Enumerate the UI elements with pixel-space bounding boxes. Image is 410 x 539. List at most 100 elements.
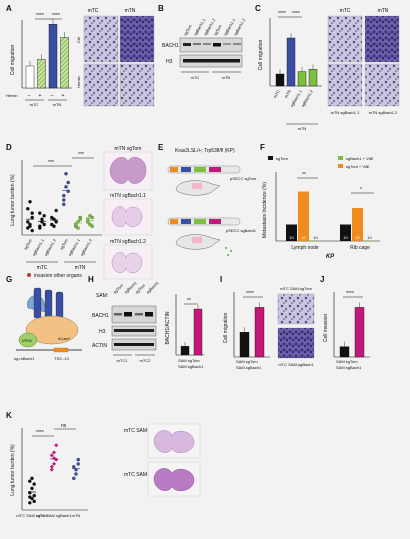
histology-k-sgtom <box>153 430 195 454</box>
k-point-0-6 <box>28 479 32 483</box>
panel-g-vp64: VP64 <box>22 338 33 343</box>
d-point-0-4 <box>28 200 32 204</box>
panel-g-sgrna: sg-mBach1 <box>14 356 35 361</box>
panel-a-img-col-mtn: mTN <box>125 8 136 14</box>
lung-icon-1 <box>192 183 202 189</box>
k-point-0-2 <box>32 493 36 498</box>
d-point-2-4 <box>52 224 56 228</box>
panel-b: sgTom sgBach1.1 sgBach1.2 sgTom sgBach1.… <box>162 17 247 80</box>
panel-f-bars: 10 10 10 10 10 10 <box>286 191 375 242</box>
c-bar-1 <box>275 73 285 87</box>
panel-j: Cell invasion **** SAM sgTom SAM sgBach1 <box>323 291 370 370</box>
f-bar-label-1-0: 10 <box>343 235 348 240</box>
panel-i-sig: **** <box>246 291 254 297</box>
panel-a-sig-2: **** <box>52 13 60 19</box>
panel-c-bars <box>275 33 318 87</box>
vp64-domain <box>18 332 38 348</box>
k-point-2-0 <box>72 476 76 481</box>
panel-d-sig-2: *** <box>78 152 84 158</box>
panel-d-group-mtn: mTN <box>75 265 86 271</box>
d-point-0-6 <box>26 220 30 224</box>
d-point-3-4 <box>64 172 68 176</box>
f-bar-label-0-2: 10 <box>313 235 318 240</box>
d-point-0-8 <box>30 228 34 233</box>
panel-k-ylabel: Lung tumor burden (%) <box>10 444 16 496</box>
k-point-0-4 <box>30 486 34 491</box>
panel-a-bars <box>25 18 69 89</box>
h-bar-2 <box>193 308 203 356</box>
k-point-0-9 <box>28 495 32 499</box>
f-bar-1-0 <box>340 224 351 241</box>
micrograph-mtn-hemin <box>119 63 155 107</box>
panel-c-ylabel: Cell migration <box>258 40 264 71</box>
panel-letter-i: I <box>220 275 222 284</box>
micrograph-c-mtn <box>364 15 400 63</box>
panel-i-xlabel-1: SAM sgTom <box>236 359 258 364</box>
k-point-2-5 <box>76 462 80 466</box>
i-bar-2 <box>254 307 265 358</box>
panel-k-histo-label-2: mTC SAM-sgBach1 <box>124 472 168 478</box>
panel-b-lane-1: sgTom <box>183 23 194 36</box>
panel-a-img-row-ctrl: Ctrl <box>76 37 81 43</box>
f-bar-0-1 <box>298 191 309 241</box>
c-bar-2 <box>286 37 296 87</box>
lung-icon-2 <box>192 237 202 243</box>
panel-a: Cell migration **** **** Hemin – + – + m… <box>6 8 155 107</box>
panel-h-blot-h3: H3 <box>99 329 106 335</box>
panel-c-group: mTN <box>298 126 307 131</box>
a-bar-1 <box>25 65 35 89</box>
panel-a-img-col-mtc: mTC <box>88 8 99 14</box>
panel-e-vec2: pSECC sgBach1 <box>226 228 257 233</box>
panel-k-xlabel-2: mTC SAM sgBach1 <box>36 513 72 518</box>
panel-h-sig: ** <box>187 298 191 304</box>
panel-k-sig-1: **** <box>36 430 44 436</box>
d-point-3-3 <box>62 193 66 198</box>
panel-d-sig-1: *** <box>48 160 54 166</box>
k-point-0-5 <box>32 482 36 486</box>
d-point-0-7 <box>28 224 32 228</box>
k-point-1-3 <box>49 453 54 458</box>
h-bar-1 <box>180 346 190 356</box>
panel-c-xlabel-1: mTC <box>272 89 281 99</box>
histology-k-sgbach1 <box>153 468 195 492</box>
panel-d-xlabel-1: sgTom <box>23 237 34 250</box>
panel-a-hemin-3: – <box>51 93 54 99</box>
panel-h-xlabel-2: SAM sgBach1 <box>178 364 204 369</box>
micrograph-c-mtc <box>327 15 363 63</box>
panel-a-sig-1: **** <box>36 13 44 19</box>
micrograph-mtn-ctrl <box>119 15 155 63</box>
panel-f-group-1: Lymph node <box>291 245 319 251</box>
panel-d-group-mtc: mTC <box>37 265 48 271</box>
panel-f-legend-3: sgTom + VitE <box>346 164 370 169</box>
panel-i: Cell migration **** SAM sgTom SAM sgBach… <box>223 286 314 370</box>
j-bar-2 <box>354 307 365 358</box>
d-point-2-3 <box>50 215 54 220</box>
panel-a-hemin-label: Hemin <box>6 93 18 98</box>
d-point-5-4 <box>88 214 92 218</box>
panel-f-sig-1: ** <box>302 172 306 178</box>
panel-h-xlabel-1: SAM sgTom <box>178 358 200 363</box>
panel-letter-j: J <box>320 275 324 284</box>
f-bar-0-0 <box>286 224 297 241</box>
micrograph-mtc-hemin <box>83 63 119 107</box>
panel-b-group-mtn: mTN <box>222 75 231 80</box>
panel-c: Cell migration **** **** mTC mTN sgBach1… <box>258 8 400 131</box>
panel-d-histo-3-label: mTN sgBach1.2 <box>110 239 146 245</box>
d-point-1-3 <box>38 226 42 230</box>
panel-g-tss: TSS -13 <box>54 356 69 361</box>
d-point-3-2 <box>66 180 70 185</box>
d-point-4-3 <box>74 222 78 227</box>
panel-h-lane-1: sgTom <box>112 282 124 294</box>
panel-letter-k: K <box>6 411 12 420</box>
d-point-1-2 <box>42 214 46 218</box>
panel-a-ylabel: Cell migration <box>10 45 16 76</box>
dcas9-protein <box>25 315 79 345</box>
panel-h-group-2: mTC2 <box>140 358 152 363</box>
panel-b-lane-4: sgTom <box>213 23 224 36</box>
panel-d-ylabel: Lung tumor burden (%) <box>10 174 16 226</box>
k-point-1-0 <box>49 467 54 472</box>
d-point-3-0 <box>62 202 66 207</box>
d-point-2-2 <box>54 208 58 213</box>
panel-b-blot-bach1: BACH1 <box>162 43 179 49</box>
